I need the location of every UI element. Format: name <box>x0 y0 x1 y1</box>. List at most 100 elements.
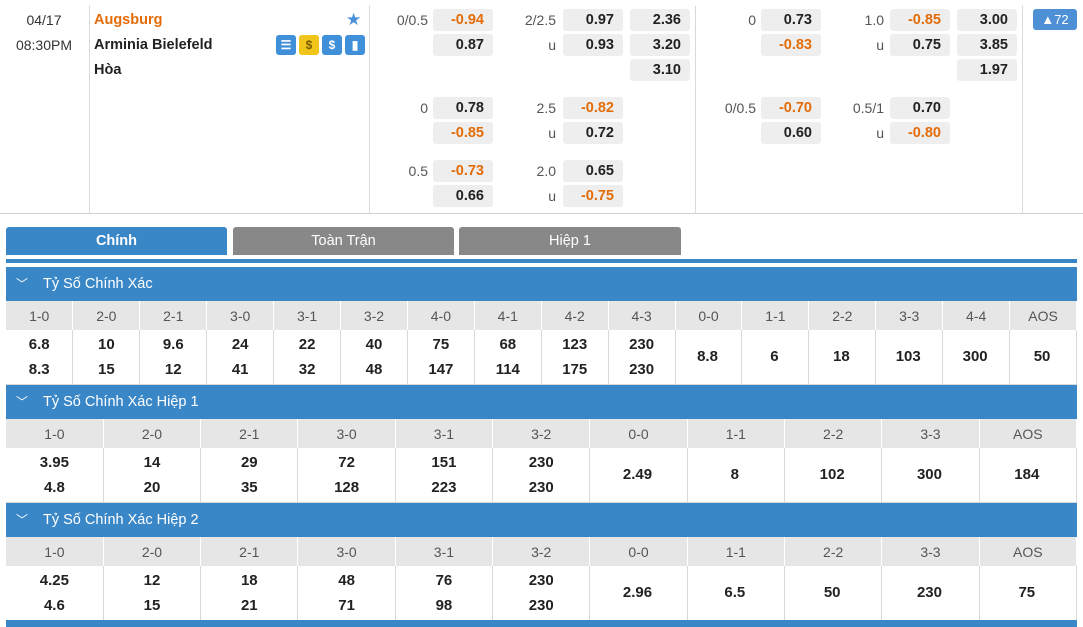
odds-value[interactable]: 6 <box>770 348 779 366</box>
odds-value[interactable]: 41 <box>231 360 249 378</box>
odds-value[interactable]: 4.8 <box>43 478 65 496</box>
odds-value[interactable]: 10 <box>98 335 115 353</box>
odds-value[interactable]: 2.96 <box>622 584 653 602</box>
odds-value[interactable]: 68 <box>499 335 517 353</box>
odds-value[interactable]: 21 <box>240 596 258 614</box>
odds-value[interactable]: 8.3 <box>28 360 50 378</box>
score-odds-cell[interactable]: 29 35 <box>200 448 299 503</box>
score-odds-cell[interactable]: 76 98 <box>395 566 494 621</box>
odds-value[interactable]: 18 <box>832 348 850 366</box>
odds-cell[interactable]: 0.78 <box>433 97 493 119</box>
score-odds-cell[interactable]: 48 71 <box>297 566 396 621</box>
score-odds-cell[interactable]: 103 <box>875 330 944 385</box>
dollar-icon[interactable]: $ <box>322 35 342 55</box>
odds-cell[interactable]: 0.70 <box>890 97 950 119</box>
odds-value[interactable]: 76 <box>435 571 453 589</box>
odds-cell[interactable]: 1.97 <box>957 59 1017 81</box>
odds-value[interactable]: 102 <box>819 466 845 484</box>
score-odds-cell[interactable]: 14 20 <box>103 448 202 503</box>
odds-value[interactable]: 230 <box>528 478 554 496</box>
odds-value[interactable]: 8 <box>730 466 740 484</box>
odds-value[interactable]: 71 <box>338 596 355 614</box>
odds-value[interactable]: 75 <box>1018 584 1036 602</box>
away-team[interactable]: Arminia Bielefeld <box>94 37 213 53</box>
odds-cell[interactable]: -0.83 <box>761 34 821 56</box>
score-odds-cell[interactable]: 12 15 <box>103 566 202 621</box>
odds-value[interactable]: 98 <box>435 596 453 614</box>
odds-cell[interactable]: 0.73 <box>761 9 821 31</box>
odds-cell[interactable]: 0.93 <box>563 34 623 56</box>
odds-value[interactable]: 230 <box>528 571 554 589</box>
odds-value[interactable]: 147 <box>428 360 454 378</box>
odds-value[interactable]: 175 <box>562 360 588 378</box>
score-odds-cell[interactable]: 230 <box>881 566 980 621</box>
score-odds-cell[interactable]: 230 230 <box>492 566 591 621</box>
odds-cell[interactable]: -0.75 <box>563 185 623 207</box>
score-odds-cell[interactable]: 50 <box>784 566 883 621</box>
score-odds-cell[interactable]: 2.96 <box>589 566 688 621</box>
odds-value[interactable]: 230 <box>916 584 942 602</box>
score-odds-cell[interactable]: 22 32 <box>273 330 342 385</box>
odds-value[interactable]: 15 <box>143 596 161 614</box>
odds-cell[interactable]: -0.80 <box>890 122 950 144</box>
score-odds-cell[interactable]: 3.95 4.8 <box>6 448 104 503</box>
odds-value[interactable]: 114 <box>495 360 520 378</box>
odds-value[interactable]: 40 <box>365 335 383 353</box>
odds-value[interactable]: 18 <box>240 571 258 589</box>
odds-value[interactable]: 32 <box>298 360 316 378</box>
score-odds-cell[interactable]: 18 <box>808 330 877 385</box>
odds-value[interactable]: 24 <box>231 335 249 353</box>
odds-value[interactable]: 50 <box>1033 348 1051 366</box>
score-odds-cell[interactable]: 4.25 4.6 <box>6 566 104 621</box>
odds-value[interactable]: 72 <box>338 453 355 471</box>
section-header[interactable]: ﹀ Tỷ Số Chính Xác Hiệp 2 <box>6 503 1077 537</box>
odds-value[interactable]: 29 <box>240 453 258 471</box>
odds-value[interactable]: 8.8 <box>697 348 718 366</box>
odds-value[interactable]: 300 <box>962 348 988 366</box>
score-odds-cell[interactable]: 6 <box>741 330 810 385</box>
section-header[interactable]: ﹀ Tỷ Số Chính Xác Hiệp 1 <box>6 385 1077 419</box>
stats-chart-icon[interactable]: ▮ <box>345 35 365 55</box>
odds-value[interactable]: 3.95 <box>39 453 69 471</box>
odds-value[interactable]: 230 <box>629 335 655 353</box>
odds-cell[interactable]: 0.66 <box>433 185 493 207</box>
odds-cell[interactable]: 0.87 <box>433 34 493 56</box>
odds-value[interactable]: 6.8 <box>28 335 50 353</box>
odds-cell[interactable]: 0.97 <box>563 9 623 31</box>
tab-first-half[interactable]: Hiệp 1 <box>459 227 681 255</box>
tab-main[interactable]: Chính <box>6 227 227 255</box>
odds-cell[interactable]: -0.85 <box>890 9 950 31</box>
odds-value[interactable]: 2.49 <box>622 466 653 484</box>
score-odds-cell[interactable]: 8 <box>687 448 786 503</box>
score-odds-cell[interactable]: 9.6 12 <box>139 330 208 385</box>
odds-cell[interactable]: -0.82 <box>563 97 623 119</box>
odds-value[interactable]: 223 <box>431 478 457 496</box>
odds-cell[interactable]: 0.72 <box>563 122 623 144</box>
odds-cell[interactable]: 3.85 <box>957 34 1017 56</box>
score-odds-cell[interactable]: 8.8 <box>675 330 743 385</box>
home-team[interactable]: Augsburg <box>94 12 163 28</box>
odds-cell[interactable]: 3.20 <box>630 34 690 56</box>
score-odds-cell[interactable]: 68 114 <box>474 330 542 385</box>
odds-cell[interactable]: 0.75 <box>890 34 950 56</box>
odds-cell[interactable]: 2.36 <box>630 9 690 31</box>
odds-cell[interactable]: 0.65 <box>563 160 623 182</box>
score-odds-cell[interactable]: 24 41 <box>206 330 275 385</box>
score-odds-cell[interactable]: 102 <box>784 448 883 503</box>
odds-value[interactable]: 230 <box>528 596 554 614</box>
odds-cell[interactable]: 3.10 <box>630 59 690 81</box>
coin-icon[interactable]: $ <box>299 35 319 55</box>
odds-value[interactable]: 184 <box>1014 466 1040 484</box>
odds-value[interactable]: 50 <box>823 584 841 602</box>
odds-value[interactable]: 230 <box>528 453 554 471</box>
odds-cell[interactable]: -0.70 <box>761 97 821 119</box>
score-odds-cell[interactable]: 40 48 <box>340 330 408 385</box>
score-odds-cell[interactable]: 230 230 <box>492 448 591 503</box>
favorite-star-icon[interactable]: ★ <box>346 10 362 29</box>
score-odds-cell[interactable]: 6.8 8.3 <box>6 330 74 385</box>
odds-value[interactable]: 14 <box>143 453 161 471</box>
odds-value[interactable]: 4.6 <box>43 596 65 614</box>
odds-value[interactable]: 48 <box>365 360 383 378</box>
score-odds-cell[interactable]: 6.5 <box>687 566 786 621</box>
score-odds-cell[interactable]: 50 <box>1009 330 1077 385</box>
